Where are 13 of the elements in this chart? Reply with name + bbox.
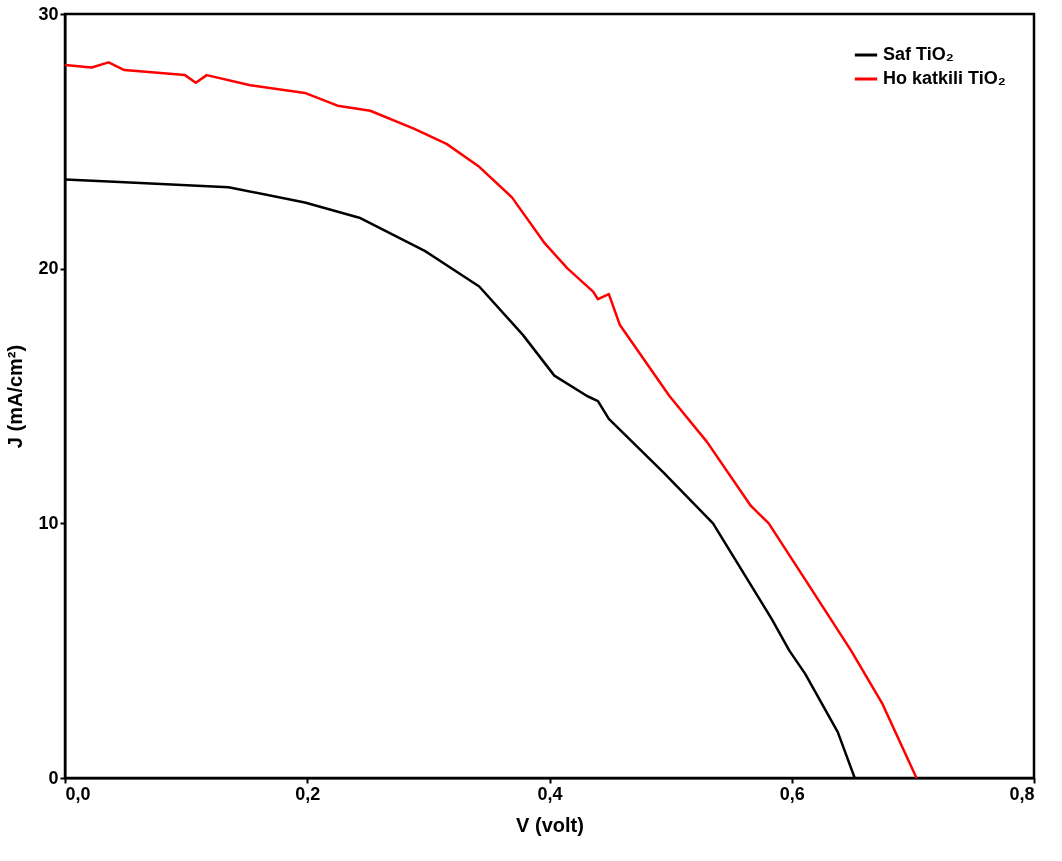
x-tick-label: 0,8: [1009, 783, 1035, 804]
x-axis-title: V (volt): [516, 813, 584, 836]
x-tick-label: 0,0: [65, 783, 91, 804]
x-tick-label: 0,6: [779, 783, 805, 804]
x-tick-label: 0,4: [537, 783, 563, 804]
y-tick-label: 0: [48, 767, 59, 788]
y-tick-label: 20: [38, 258, 59, 279]
y-tick-label: 10: [38, 512, 59, 533]
y-axis-title: J (mA/cm²): [4, 344, 27, 449]
y-tick-label: 30: [38, 3, 59, 24]
legend-label: Saf TiO₂: [883, 44, 954, 64]
legend-label: Ho katkili TiO₂: [883, 68, 1006, 88]
x-tick-label: 0,2: [295, 783, 321, 804]
